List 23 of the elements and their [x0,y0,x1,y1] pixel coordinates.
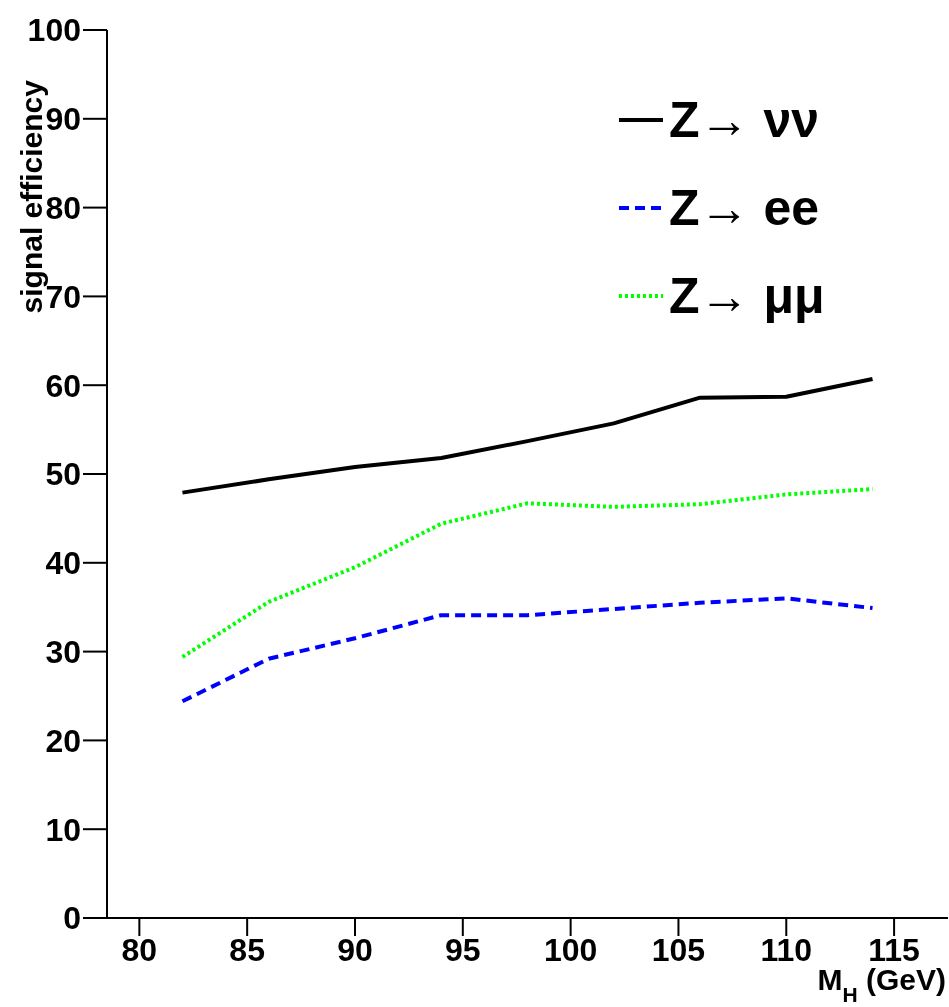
line-series [180,376,875,495]
y-tick-label: 90 [45,101,81,138]
x-tick-label: 95 [445,931,481,968]
x-tick-label: 110 [760,931,813,968]
y-tick-label: 50 [45,456,81,493]
y-tick-label: 60 [45,367,81,404]
x-tick-label: 90 [337,931,373,968]
y-tick-label: 20 [45,722,81,759]
y-tick-label: 100 [27,12,81,49]
legend-label: Z→ μμ [669,267,825,325]
y-tick-label: 10 [45,811,81,848]
y-tick-label: 40 [45,545,81,582]
y-tick-label: 30 [45,633,81,670]
x-tick-label: 100 [543,931,598,968]
x-tick-label: 85 [229,931,265,968]
line-series [180,487,875,659]
legend-label: Z→ ee [669,179,820,237]
x-tick-label: 80 [121,931,158,968]
y-tick-label: 80 [45,189,81,226]
line-series [180,596,875,704]
legend-label: Z→ νν [669,91,820,149]
y-tick-label: 0 [63,900,81,937]
x-tick-label: 105 [651,931,706,968]
